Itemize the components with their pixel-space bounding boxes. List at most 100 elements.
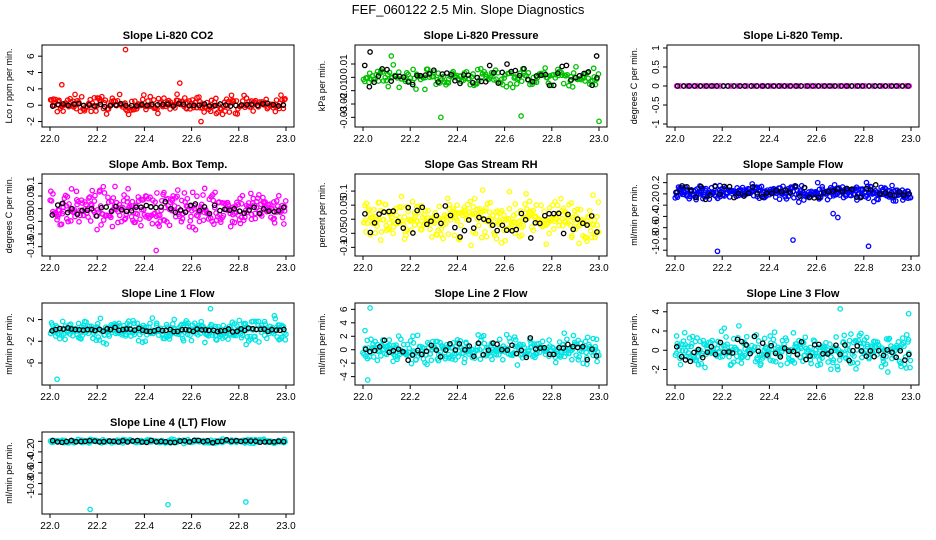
y-tick-label: -0.15 <box>26 235 37 258</box>
data-point <box>444 195 451 202</box>
data-point <box>877 83 883 89</box>
data-point <box>525 76 531 83</box>
data-point <box>482 78 489 85</box>
y-tick-label: -2 <box>651 365 662 374</box>
data-point <box>511 334 518 340</box>
data-point <box>60 101 66 107</box>
data-point <box>594 222 601 229</box>
data-point <box>573 63 579 70</box>
data-point <box>828 348 835 355</box>
x-tick-label: 22.8 <box>854 134 874 145</box>
data-point <box>571 207 578 214</box>
data-point <box>509 84 516 91</box>
data-point <box>711 83 717 89</box>
data-point <box>83 319 89 325</box>
data-point <box>527 235 534 241</box>
data-point <box>94 320 101 327</box>
data-point <box>77 212 84 219</box>
data-point <box>481 340 488 347</box>
data-point <box>530 207 537 214</box>
data-point <box>731 194 737 201</box>
y-tick-label: -2 <box>26 117 37 126</box>
data-point <box>410 230 416 236</box>
data-point <box>190 102 197 109</box>
x-tick-label: 23.0 <box>901 392 921 403</box>
x-tick-label: 22.8 <box>229 392 249 403</box>
data-point <box>201 101 208 107</box>
data-point <box>561 330 568 337</box>
data-point <box>872 83 878 89</box>
y-axis-label: percent per min. <box>317 182 327 247</box>
data-point <box>595 199 602 205</box>
data-point <box>213 337 220 343</box>
data-point <box>770 336 777 343</box>
data-point <box>427 351 434 357</box>
data-point <box>434 338 441 345</box>
x-tick-label: 22.8 <box>542 134 562 145</box>
x-tick-label: 22.4 <box>448 134 468 145</box>
y-tick-label: 0 <box>26 438 37 444</box>
data-point <box>156 223 163 230</box>
series-averaged <box>49 324 287 335</box>
data-point <box>363 228 369 235</box>
data-point <box>777 354 784 360</box>
data-point <box>367 231 374 238</box>
y-axis-label: ml/min per min. <box>317 313 327 375</box>
data-point <box>695 346 702 353</box>
x-tick-label: 22.4 <box>760 392 780 403</box>
data-point <box>241 210 247 216</box>
data-point <box>574 216 581 222</box>
data-point <box>209 439 216 446</box>
data-point <box>712 183 719 190</box>
data-point <box>241 327 248 334</box>
data-point <box>92 103 98 109</box>
data-point <box>279 97 285 103</box>
data-point <box>494 227 501 234</box>
data-point <box>201 109 207 115</box>
data-point <box>889 182 895 189</box>
data-point <box>414 207 420 214</box>
data-point <box>371 347 378 354</box>
data-point <box>161 95 167 101</box>
data-point <box>875 347 882 354</box>
x-tick-label: 22.6 <box>182 521 202 532</box>
data-point <box>889 349 895 356</box>
data-point <box>86 437 93 444</box>
data-point <box>206 210 213 217</box>
data-point <box>815 83 822 89</box>
x-tick-label: 22.4 <box>135 392 155 403</box>
data-point <box>281 208 288 214</box>
data-point <box>462 355 468 362</box>
data-point <box>503 83 510 90</box>
data-point <box>485 217 492 224</box>
data-point <box>770 83 777 89</box>
data-point <box>674 189 680 196</box>
data-point <box>514 362 521 368</box>
data-point <box>550 82 557 89</box>
data-point <box>405 357 411 363</box>
data-point <box>366 83 373 90</box>
data-point <box>85 214 91 220</box>
data-point <box>98 93 105 100</box>
data-point <box>460 346 466 353</box>
series-averaged <box>674 182 912 203</box>
data-point <box>121 192 127 198</box>
data-point <box>115 219 121 226</box>
data-point <box>371 220 378 226</box>
data-point <box>721 183 728 190</box>
data-point <box>159 327 166 334</box>
y-tick-label: 0.1 <box>339 184 350 198</box>
data-point <box>162 198 169 205</box>
plot-panel: Slope Li-820 Pressure 22.0 22.2 22.4 22.6 22.… <box>317 30 609 145</box>
data-point <box>576 72 583 79</box>
data-point <box>212 189 218 196</box>
data-point <box>386 337 393 343</box>
data-point <box>790 237 796 243</box>
data-point <box>525 69 532 76</box>
data-point <box>139 339 146 346</box>
data-point <box>148 203 154 210</box>
data-point <box>766 346 772 353</box>
data-point <box>388 78 395 84</box>
data-point <box>905 336 912 343</box>
